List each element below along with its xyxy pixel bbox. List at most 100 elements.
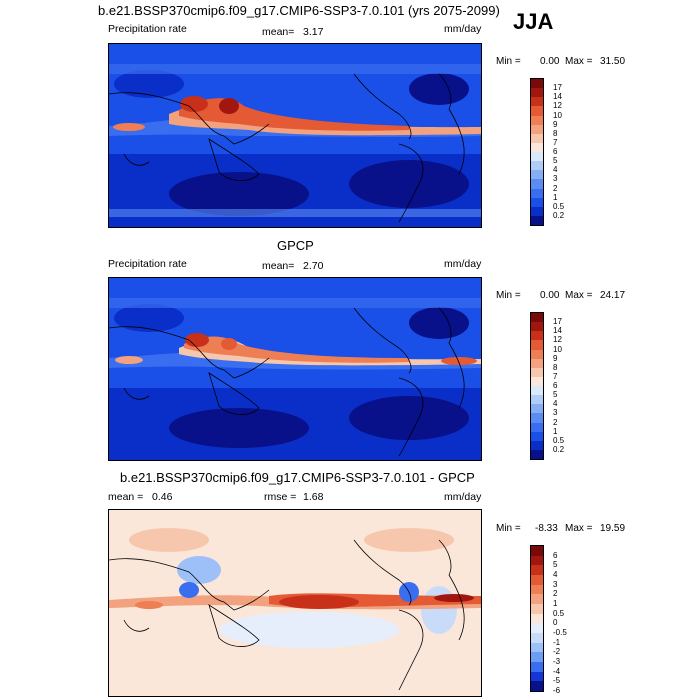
panel2-units: mm/day bbox=[444, 258, 482, 270]
panel2-mean-value: 2.70 bbox=[303, 260, 324, 272]
colorbar-swatch bbox=[531, 97, 543, 107]
colorbar-swatch bbox=[531, 179, 543, 189]
panel3-max-value: 19.59 bbox=[600, 523, 626, 534]
panel3-colorbar bbox=[530, 545, 544, 692]
colorbar-swatch bbox=[531, 594, 543, 604]
colorbar-swatch bbox=[531, 161, 543, 171]
colorbar-swatch bbox=[531, 358, 543, 368]
colorbar-swatch bbox=[531, 449, 543, 459]
colorbar-swatch bbox=[531, 661, 543, 672]
colorbar-swatch bbox=[531, 188, 543, 198]
colorbar-level-label: 12 bbox=[553, 335, 562, 345]
colorbar-level-label: 0.2 bbox=[553, 210, 565, 220]
panel1-mean-label: mean= bbox=[262, 26, 295, 38]
colorbar-swatch bbox=[531, 115, 543, 125]
panel3-mean-label: mean = bbox=[108, 491, 144, 503]
colorbar-swatch bbox=[531, 142, 543, 152]
colorbar-swatch bbox=[531, 340, 543, 350]
panel1-units: mm/day bbox=[444, 23, 482, 35]
colorbar-swatch bbox=[531, 331, 543, 341]
colorbar-swatch bbox=[531, 152, 543, 162]
panel3-max-label: Max = bbox=[565, 523, 593, 534]
colorbar-swatch bbox=[531, 349, 543, 359]
colorbar-level-label: 0.5 bbox=[553, 201, 565, 211]
colorbar-level-label: -6 bbox=[553, 686, 561, 695]
season-label: JJA bbox=[513, 9, 554, 34]
colorbar-swatch bbox=[531, 215, 543, 225]
colorbar-swatch bbox=[531, 642, 543, 653]
colorbar-level-label: 5 bbox=[553, 156, 558, 166]
colorbar-level-label: 7 bbox=[553, 137, 558, 147]
panel2-max-value: 24.17 bbox=[600, 290, 626, 301]
panel1-colorbar bbox=[530, 78, 544, 226]
colorbar-level-label: 5 bbox=[553, 560, 558, 570]
colorbar-level-label: -0.5 bbox=[553, 628, 567, 637]
colorbar-swatch bbox=[531, 440, 543, 450]
panel3-rmse-value: 1.68 bbox=[303, 491, 324, 503]
colorbar-level-label: 9 bbox=[553, 119, 558, 129]
colorbar-swatch bbox=[531, 603, 543, 614]
colorbar-swatch bbox=[531, 322, 543, 332]
panel1-min-value: 0.00 bbox=[540, 56, 560, 67]
colorbar-level-label: 3 bbox=[553, 174, 558, 184]
colorbar-swatch bbox=[531, 376, 543, 386]
colorbar-swatch bbox=[531, 671, 543, 682]
colorbar-level-label: 0.2 bbox=[553, 444, 565, 454]
colorbar-swatch bbox=[531, 124, 543, 134]
panel2-min-value: 0.00 bbox=[540, 290, 560, 301]
colorbar-swatch bbox=[531, 197, 543, 207]
colorbar-level-label: 10 bbox=[553, 344, 562, 354]
colorbar-swatch bbox=[531, 88, 543, 98]
colorbar-swatch bbox=[531, 546, 543, 556]
colorbar-swatch bbox=[531, 574, 543, 585]
colorbar-level-label: 4 bbox=[553, 570, 558, 579]
panel1-min-label: Min = bbox=[496, 56, 521, 67]
colorbar-swatch bbox=[531, 395, 543, 405]
panel2-variable-label: Precipitation rate bbox=[108, 258, 187, 270]
colorbar-level-label: 0.5 bbox=[553, 435, 565, 445]
panel2-max-label: Max = bbox=[565, 290, 593, 301]
colorbar-level-label: 7 bbox=[553, 371, 558, 381]
colorbar-level-label: 14 bbox=[553, 92, 562, 102]
panel1-title: b.e21.BSSP370cmip6.f09_g17.CMIP6-SSP3-7.… bbox=[98, 3, 500, 18]
colorbar-level-label: 12 bbox=[553, 101, 562, 111]
panel1-mean-value: 3.17 bbox=[303, 26, 324, 38]
panel2-mean-label: mean= bbox=[262, 260, 295, 272]
colorbar-level-label: 1 bbox=[553, 599, 558, 608]
panel3-units: mm/day bbox=[444, 491, 482, 503]
colorbar-swatch bbox=[531, 555, 543, 566]
colorbar-swatch bbox=[531, 431, 543, 441]
colorbar-level-label: -3 bbox=[553, 657, 561, 666]
colorbar-swatch bbox=[531, 404, 543, 414]
panel1-precip-map bbox=[108, 43, 482, 228]
colorbar-swatch bbox=[531, 313, 543, 323]
panel1-max-value: 31.50 bbox=[600, 56, 626, 67]
colorbar-level-label: 0 bbox=[553, 618, 558, 628]
colorbar-swatch bbox=[531, 413, 543, 423]
colorbar-swatch bbox=[531, 79, 543, 89]
colorbar-level-label: 0.5 bbox=[553, 608, 565, 618]
colorbar-level-label: 8 bbox=[553, 362, 558, 372]
panel2-precip-map bbox=[108, 277, 482, 461]
colorbar-swatch bbox=[531, 681, 543, 691]
colorbar-swatch bbox=[531, 206, 543, 216]
panel3-difference-map bbox=[108, 509, 482, 697]
panel3-mean-value: 0.46 bbox=[152, 491, 173, 503]
colorbar-level-label: 9 bbox=[553, 353, 558, 363]
colorbar-level-label: 6 bbox=[553, 147, 558, 156]
colorbar-swatch bbox=[531, 623, 543, 633]
colorbar-swatch bbox=[531, 386, 543, 396]
colorbar-level-label: 6 bbox=[553, 381, 558, 390]
colorbar-swatch bbox=[531, 367, 543, 377]
colorbar-swatch bbox=[531, 170, 543, 180]
colorbar-level-label: 1 bbox=[553, 192, 558, 202]
colorbar-level-label: 17 bbox=[553, 83, 562, 93]
colorbar-level-label: 10 bbox=[553, 110, 562, 120]
colorbar-level-label: 4 bbox=[553, 399, 558, 409]
colorbar-level-label: 1 bbox=[553, 426, 558, 436]
panel1-max-label: Max = bbox=[565, 56, 593, 67]
colorbar-level-label: 3 bbox=[553, 408, 558, 418]
panel3-rmse-label: rmse = bbox=[264, 491, 297, 503]
colorbar-level-label: -2 bbox=[553, 647, 561, 657]
panel3-title: b.e21.BSSP370cmip6.f09_g17.CMIP6-SSP3-7.… bbox=[120, 470, 475, 485]
